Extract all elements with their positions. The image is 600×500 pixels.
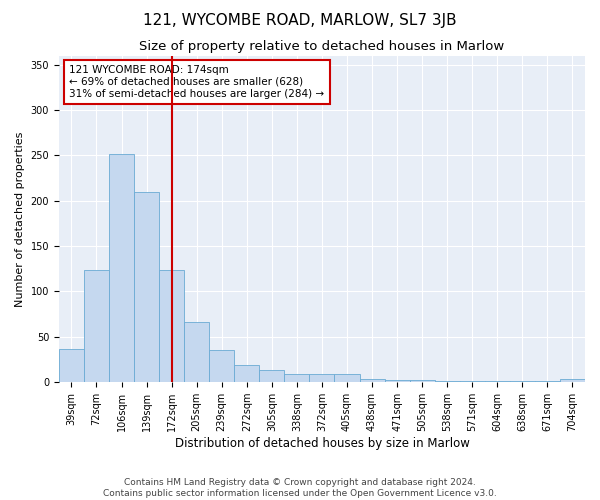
Bar	[84, 270, 109, 382]
Bar	[284, 374, 310, 382]
Bar	[560, 378, 585, 382]
Bar	[234, 365, 259, 382]
Bar	[310, 374, 334, 382]
Y-axis label: Number of detached properties: Number of detached properties	[15, 131, 25, 306]
Text: 121 WYCOMBE ROAD: 174sqm
← 69% of detached houses are smaller (628)
31% of semi-: 121 WYCOMBE ROAD: 174sqm ← 69% of detach…	[70, 66, 325, 98]
Title: Size of property relative to detached houses in Marlow: Size of property relative to detached ho…	[139, 40, 505, 53]
Bar	[259, 370, 284, 382]
Text: Contains HM Land Registry data © Crown copyright and database right 2024.
Contai: Contains HM Land Registry data © Crown c…	[103, 478, 497, 498]
Bar	[359, 378, 385, 382]
Bar	[134, 192, 159, 382]
Bar	[209, 350, 234, 382]
Bar	[334, 374, 359, 382]
Bar	[159, 270, 184, 382]
Bar	[59, 348, 84, 382]
Bar	[184, 322, 209, 382]
Bar	[385, 380, 410, 382]
Text: 121, WYCOMBE ROAD, MARLOW, SL7 3JB: 121, WYCOMBE ROAD, MARLOW, SL7 3JB	[143, 12, 457, 28]
Bar	[109, 154, 134, 382]
Bar	[410, 380, 434, 382]
X-axis label: Distribution of detached houses by size in Marlow: Distribution of detached houses by size …	[175, 437, 469, 450]
